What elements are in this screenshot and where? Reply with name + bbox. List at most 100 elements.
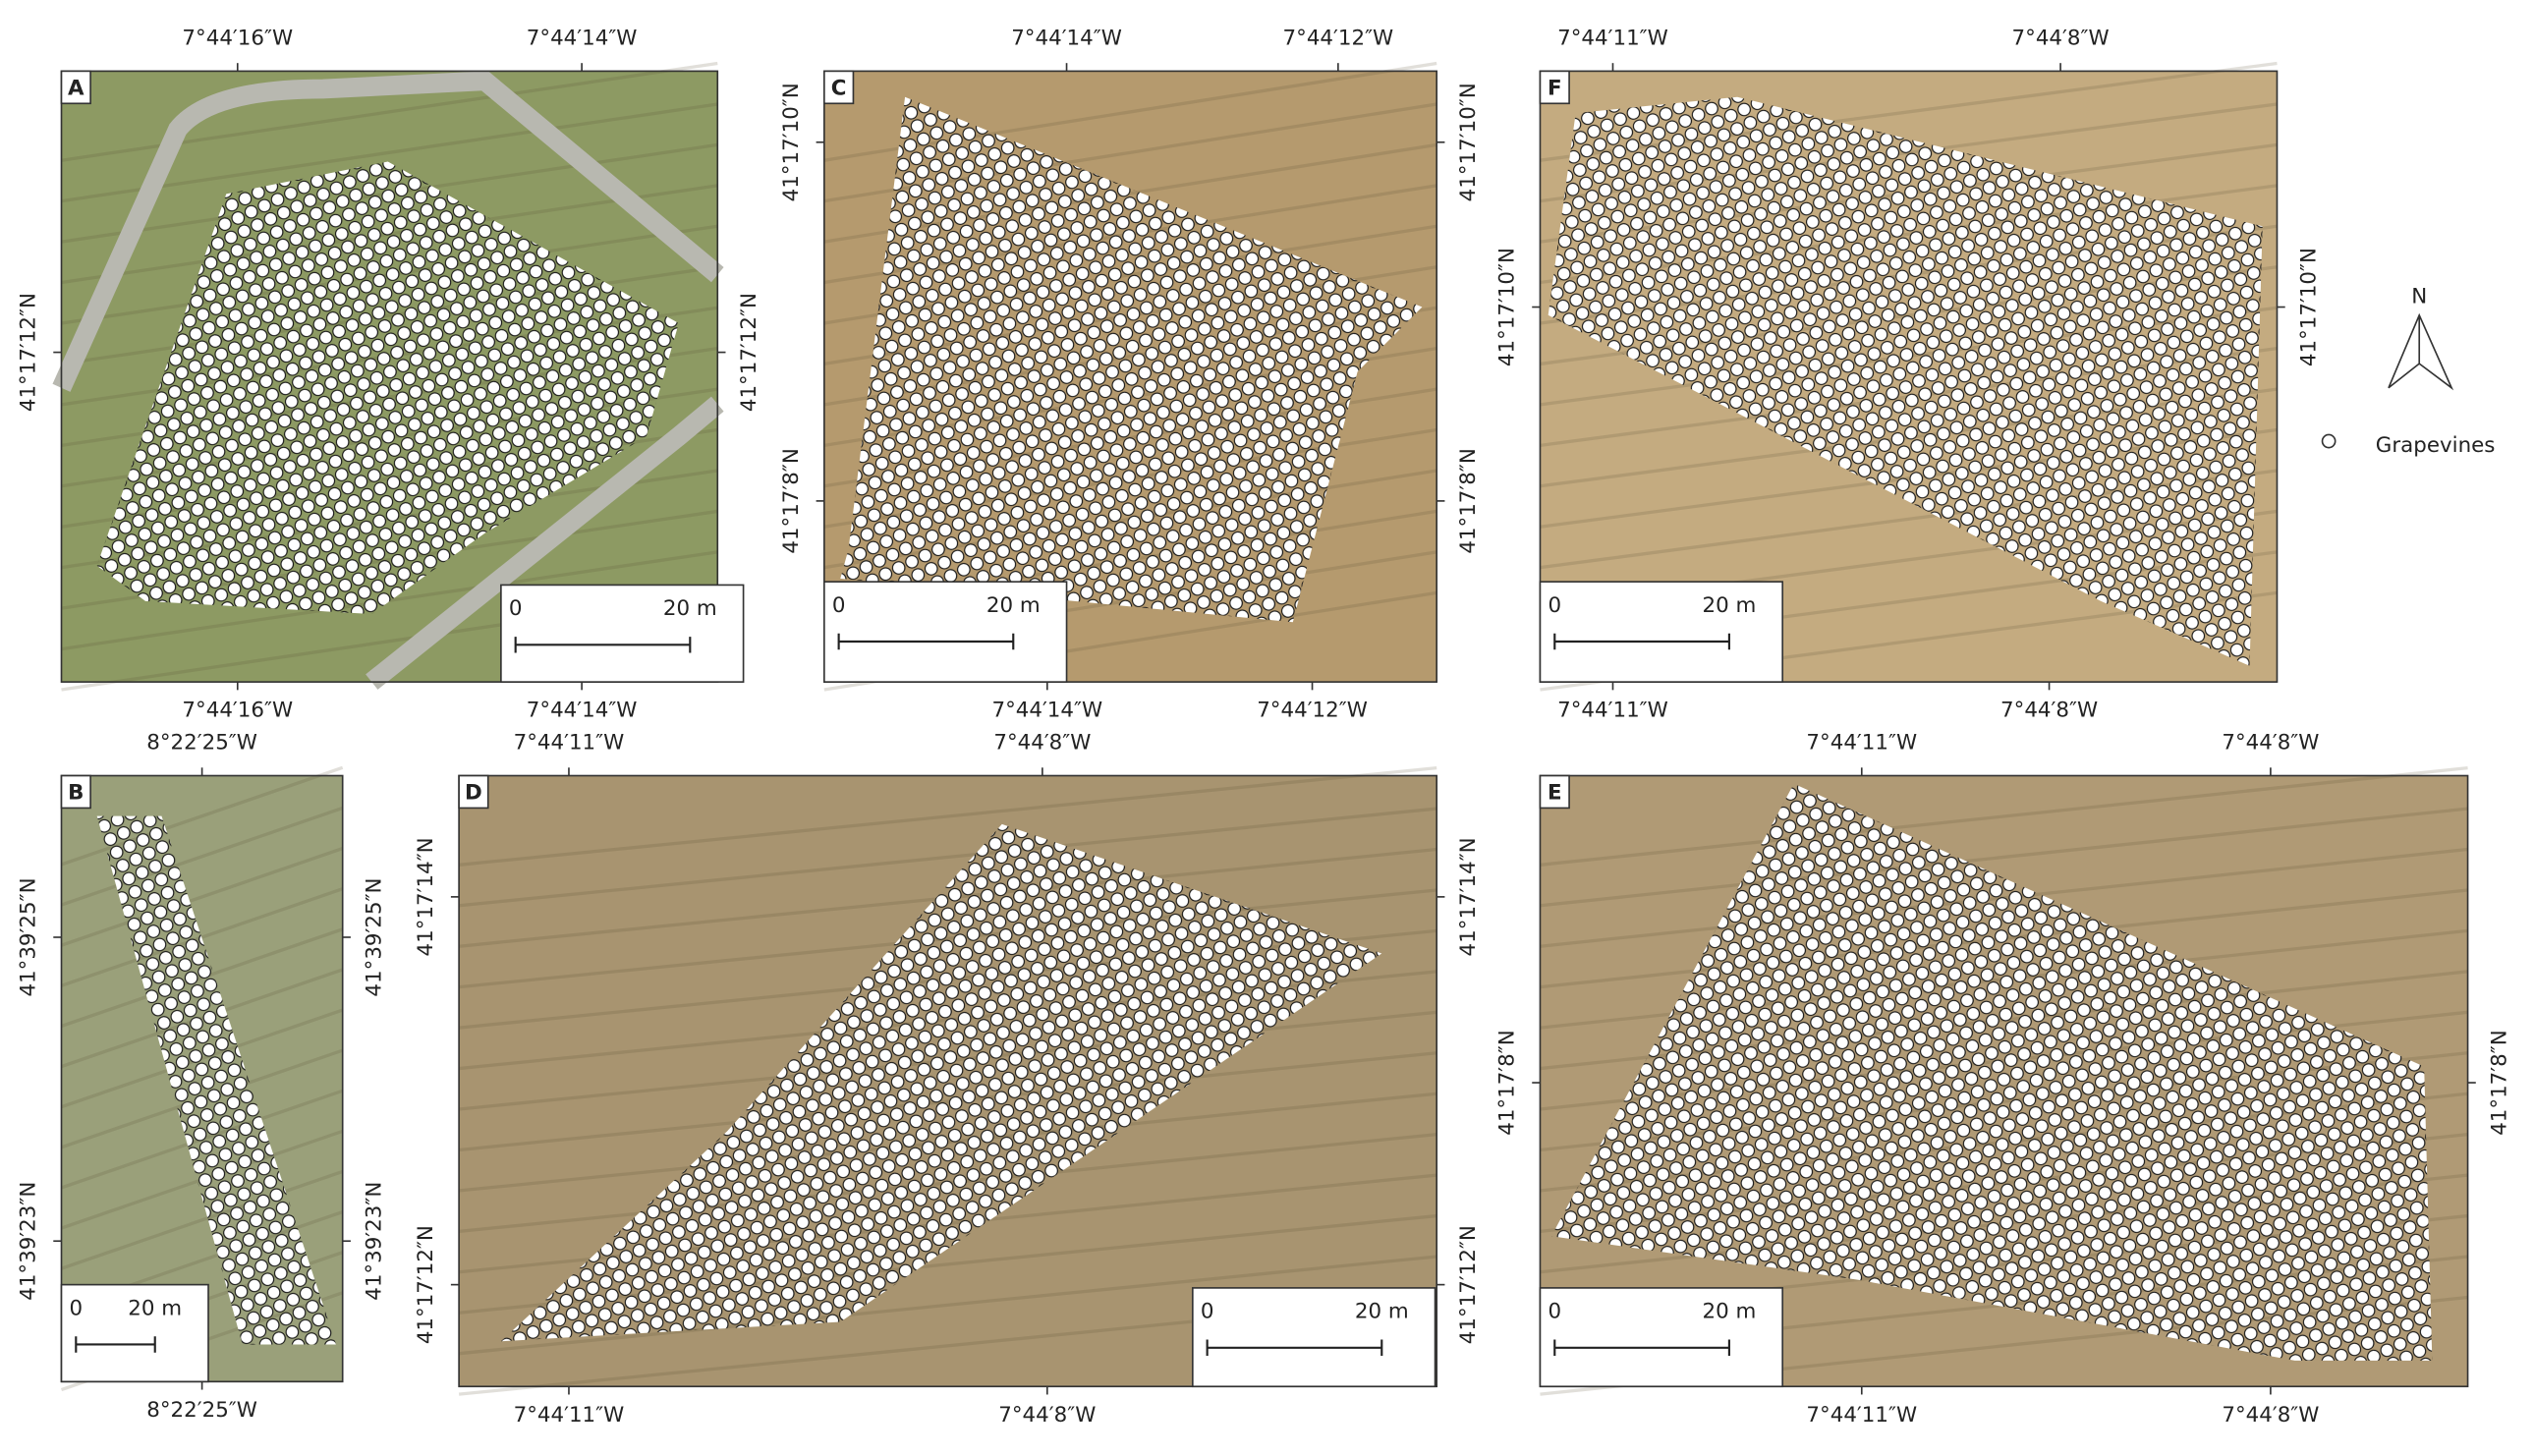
map-panel: C 7°44′14″W 7°44′12″W 7°44′14″W 7°44′12″W 41°… (779, 27, 1481, 723)
field-row (60, 806, 344, 907)
bottom-coordinate: 7°44′14″W (527, 699, 638, 723)
scale-bar-box (60, 1283, 209, 1383)
scale-start: 0 (1548, 1300, 1561, 1324)
scale-start: 0 (1201, 1300, 1214, 1324)
scale-bar-box (1539, 581, 1784, 683)
left-coordinate: 41°17′8″N (1495, 1030, 1520, 1136)
grapevine-area (840, 96, 1423, 623)
left-coordinate: 41°17′8″N (779, 448, 804, 554)
bottom-coordinate: 7°44′8″W (2222, 1403, 2319, 1428)
bottom-coordinate: 8°22′25″W (146, 1398, 257, 1423)
left-coordinate: 41°39′23″N (17, 1182, 41, 1301)
bottom-coordinate: 7°44′16″W (182, 699, 293, 723)
scale-bar (514, 637, 692, 653)
field-row (458, 1255, 1437, 1356)
scale-start: 0 (69, 1296, 83, 1320)
top-coordinate: 7°44′11″W (1806, 731, 1917, 756)
panel-frame (1539, 70, 2279, 683)
bottom-coordinate: 7°44′11″W (514, 1403, 625, 1428)
field-row (1540, 807, 2468, 908)
left-coordinate: 41°39′25″N (17, 877, 41, 996)
top-coordinate: 7°44′8″W (993, 731, 1091, 756)
north-label: N (2411, 285, 2427, 309)
scale-end: 20 m (1702, 1300, 1756, 1324)
panel-letter-box (458, 774, 489, 810)
scale-end: 20 m (1355, 1300, 1409, 1324)
panel-frame (60, 70, 719, 683)
scale-end: 20 m (1702, 593, 1756, 618)
bottom-coordinate: 7°44′14″W (991, 699, 1102, 723)
map-panel: E 7°44′11″W 7°44′8″W 7°44′11″W 7°44′8″W 41°17… (1495, 731, 2512, 1428)
grapevine-area (96, 815, 337, 1345)
panel-letter: A (68, 76, 84, 100)
scale-end: 20 m (663, 596, 717, 621)
map-panel: A 7°44′16″W 7°44′14″W 7°44′16″W 7°44′14″W 41°… (17, 27, 762, 723)
top-coordinate: 7°44′8″W (2222, 731, 2319, 756)
field-row (458, 765, 1437, 867)
panel-frame (823, 70, 1438, 683)
right-coordinate: 41°17′10″N (1456, 83, 1481, 201)
scale-bar-box (1192, 1287, 1436, 1388)
scale-bar (1206, 1339, 1383, 1356)
right-coordinate: 41°17′10″N (2296, 248, 2321, 366)
top-coordinate: 7°44′11″W (1557, 27, 1668, 51)
scale-end: 20 m (128, 1296, 182, 1320)
north-arrow (2388, 312, 2454, 391)
panel-letter: B (68, 781, 84, 806)
right-coordinate: 41°17′12″N (737, 293, 761, 412)
map-panel: F 7°44′11″W 7°44′8″W 7°44′11″W 7°44′8″W 41°17… (1495, 27, 2322, 723)
left-coordinate: 41°17′12″N (414, 1225, 438, 1344)
map-panel: D 7°44′11″W 7°44′8″W 7°44′11″W 7°44′8″W 41°17… (414, 731, 1481, 1428)
road (52, 71, 724, 690)
legend-label: Grapevines (2376, 433, 2496, 458)
field-row (60, 1169, 344, 1270)
left-coordinate: 41°17′10″N (779, 83, 804, 201)
right-coordinate: 41°39′25″N (363, 877, 387, 996)
bottom-coordinate: 7°44′12″W (1257, 699, 1368, 723)
bottom-coordinate: 7°44′8″W (998, 1403, 1096, 1428)
top-coordinate: 7°44′11″W (514, 731, 625, 756)
scale-bar-box (823, 581, 1068, 683)
scale-bar (1553, 1339, 1730, 1356)
field-row (458, 807, 1437, 908)
scale-end: 20 m (986, 593, 1041, 618)
panel-letter-box (1539, 774, 1570, 810)
grapevine-area (1550, 783, 2433, 1361)
panel-frame (1539, 774, 2469, 1388)
right-coordinate: 41°17′8″N (1456, 448, 1481, 554)
left-coordinate: 41°17′12″N (17, 293, 41, 412)
scale-bar (1553, 633, 1730, 650)
panel-letter-box (60, 774, 91, 810)
scale-start: 0 (1548, 593, 1561, 618)
field-row (1540, 765, 2468, 867)
panel-frame (458, 774, 1438, 1388)
top-coordinate: 7°44′8″W (2012, 27, 2110, 51)
right-coordinate: 41°39′23″N (363, 1182, 387, 1301)
right-coordinate: 41°17′8″N (2487, 1030, 2511, 1136)
top-coordinate: 7°44′14″W (527, 27, 638, 51)
panel-letter-box (60, 70, 91, 105)
scale-bar (75, 1336, 156, 1353)
top-coordinate: 7°44′12″W (1283, 27, 1394, 51)
panel-letter: F (1548, 76, 1562, 100)
top-coordinate: 8°22′25″W (146, 731, 257, 756)
panel-letter-box (1539, 70, 1570, 105)
panel-letter-box (823, 70, 855, 105)
panel-letter: D (465, 781, 482, 806)
legend: N Grapevines (2321, 285, 2496, 458)
panel-letter: C (831, 76, 847, 100)
scale-start: 0 (832, 593, 846, 618)
field-row (61, 102, 718, 203)
panel-letter: E (1548, 781, 1562, 806)
grapevine-area (500, 823, 1382, 1342)
scale-bar (837, 633, 1015, 650)
scale-bar-box (1539, 1287, 1784, 1388)
field-row (60, 887, 344, 987)
legend-symbol (2321, 433, 2337, 449)
left-coordinate: 41°17′14″N (414, 837, 438, 956)
top-coordinate: 7°44′14″W (1011, 27, 1122, 51)
top-coordinate: 7°44′16″W (182, 27, 293, 51)
right-coordinate: 41°17′14″N (1456, 837, 1481, 956)
